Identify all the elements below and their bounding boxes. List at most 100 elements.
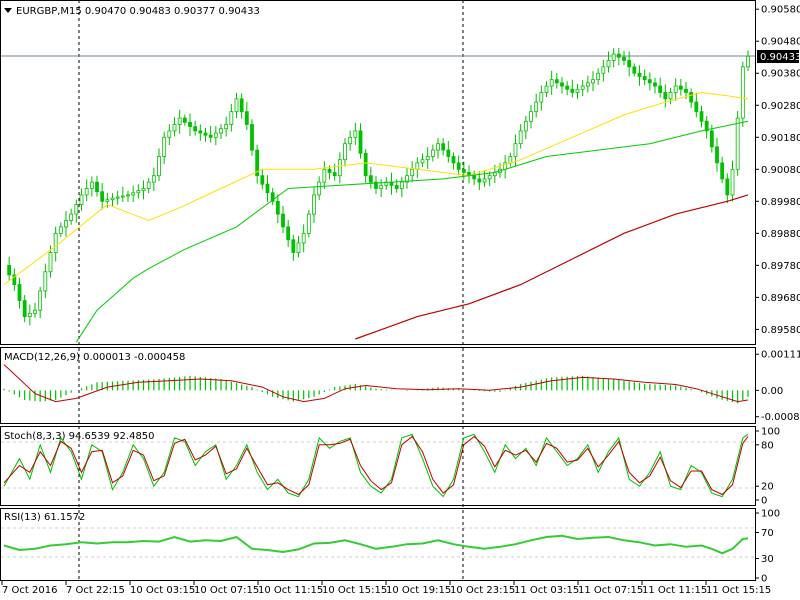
candle-body	[337, 159, 342, 177]
candle-body	[100, 191, 105, 202]
macd-panel-frame	[0, 347, 756, 424]
candle-body	[12, 274, 17, 285]
candle-body	[275, 200, 280, 215]
rsi-y-tick-label: 0	[761, 574, 767, 585]
candle-body	[172, 124, 177, 132]
candle-body	[291, 239, 296, 253]
candle-body	[534, 101, 539, 113]
stoch-y-tick-label: 0	[761, 496, 767, 507]
candle-body	[565, 85, 570, 90]
candle-body	[219, 128, 223, 134]
candle-body	[38, 290, 43, 311]
candle-body	[332, 172, 337, 177]
candle-body	[544, 85, 549, 93]
candle-body	[229, 111, 234, 125]
candle-body	[286, 226, 291, 241]
candle-body	[84, 188, 89, 196]
candle-body	[358, 130, 363, 154]
candle-body	[43, 271, 48, 292]
candle-body	[689, 92, 694, 103]
macd-y-tick-label: 0.001119	[761, 350, 800, 361]
candle-body	[673, 85, 678, 93]
rsi-y-tick-label: 100	[761, 509, 780, 520]
candle-body	[627, 60, 632, 68]
candle-body	[601, 66, 606, 74]
main-y-tick-label: 0.90480	[761, 37, 800, 48]
main-y-tick-label: 0.90180	[761, 133, 800, 144]
candle-body	[7, 264, 12, 276]
candle-body	[162, 136, 167, 157]
x-tick-label: 10 Oct 03:15	[130, 585, 195, 596]
macd-signal-line	[3, 364, 749, 403]
macd-y-tick-label: -0.000817	[761, 412, 800, 423]
candle-body	[17, 284, 22, 301]
candle-body	[410, 168, 415, 177]
x-tick-label: 11 Oct 11:15	[642, 585, 707, 596]
candle-body	[529, 111, 533, 122]
candle-body	[616, 53, 621, 58]
candle-body	[415, 162, 420, 170]
candle-body	[306, 213, 311, 234]
candle-body	[647, 79, 652, 84]
candle-body	[270, 192, 275, 202]
candle-body	[694, 101, 699, 113]
candle-body	[64, 220, 68, 228]
candle-body	[436, 143, 440, 151]
macd-y-tick-label: 0.00	[761, 386, 783, 397]
stoch-panel-frame	[0, 426, 756, 506]
candle-body	[591, 79, 595, 84]
candle-body	[239, 98, 244, 113]
candle-body	[399, 181, 404, 189]
stoch-header: Stoch(8,3,3) 94.6539 92.4850	[4, 431, 155, 442]
candle-body	[188, 121, 192, 128]
candle-body	[746, 55, 750, 68]
candle-body	[327, 168, 332, 173]
candle-body	[487, 175, 492, 180]
candle-body	[684, 88, 688, 93]
candle-body	[151, 175, 156, 183]
candle-body	[265, 183, 270, 194]
stoch-signal-line	[3, 435, 749, 496]
candle-body	[606, 60, 611, 68]
candle-body	[374, 181, 378, 189]
main-y-tick-label: 0.89580	[761, 325, 800, 336]
candle-body	[456, 162, 461, 170]
main-panel-frame	[0, 0, 756, 345]
candle-body	[513, 143, 518, 157]
candle-body	[720, 162, 725, 180]
candle-body	[74, 204, 79, 215]
y-axis-labels: 0.90580 0.90480 0.90380 0.90280 0.90180 0.900…	[755, 5, 800, 585]
candle-body	[461, 168, 466, 173]
x-tick-label: 11 Oct 07:15	[578, 585, 643, 596]
x-tick-label: 11 Oct 03:15	[514, 585, 579, 596]
candle-body	[394, 184, 399, 189]
macd-histogram-layer	[3, 375, 749, 404]
candle-body	[105, 199, 110, 202]
candle-body	[110, 197, 115, 201]
candle-body	[126, 194, 130, 197]
candle-body	[363, 152, 368, 177]
candle-body	[482, 178, 487, 183]
candle-body	[430, 149, 435, 157]
candle-body	[709, 130, 714, 148]
main-y-tick-label: 0.90580	[761, 5, 800, 16]
candle-body	[472, 175, 477, 180]
candle-body	[281, 213, 285, 228]
candle-body	[353, 130, 358, 138]
candle-body	[725, 178, 730, 196]
candle-body	[379, 184, 384, 189]
candle-body	[213, 132, 218, 138]
candle-body	[663, 92, 668, 100]
x-tick-label: 10 Oct 19:15	[386, 585, 451, 596]
main-y-tick-label: 0.89880	[761, 229, 800, 240]
dropdown-triangle-icon[interactable]	[4, 8, 12, 13]
stoch-y-tick-label: 80	[761, 440, 774, 451]
candle-body	[322, 168, 327, 183]
candle-body	[141, 188, 146, 192]
candle-body	[611, 53, 616, 61]
candle-body	[250, 124, 254, 151]
candle-body	[622, 56, 626, 61]
candle-body	[451, 156, 456, 164]
x-tick-label: 11 Oct 15:15	[706, 585, 771, 596]
